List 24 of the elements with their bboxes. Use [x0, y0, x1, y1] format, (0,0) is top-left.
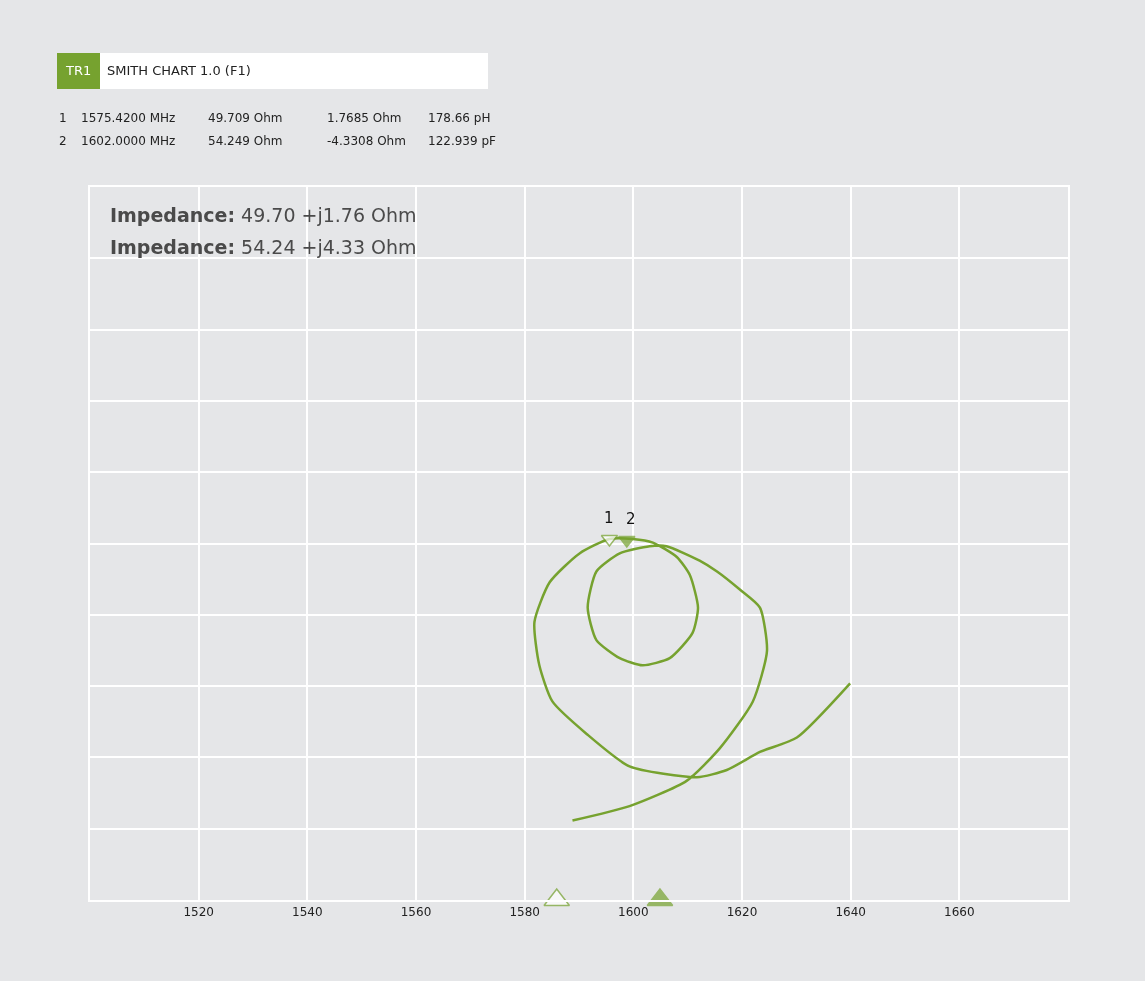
- text: 49.709 Ohm: [208, 111, 283, 125]
- x-tick-label: 1520: [183, 905, 214, 920]
- text: 1602.0000 MHz: [81, 134, 176, 148]
- text: 1: [59, 111, 67, 125]
- x-tick-label: 1540: [292, 905, 323, 920]
- text: 178.66 pH: [428, 111, 491, 125]
- x-tick-label: 1660: [944, 905, 975, 920]
- text: 122.939 pF: [428, 134, 497, 148]
- x-tick-label: 1580: [509, 905, 540, 920]
- x-tick-label: 1620: [726, 905, 758, 920]
- x-tick-label: 1560: [400, 905, 432, 920]
- x-tick-label: 1640: [835, 905, 866, 920]
- text: -4.3308 Ohm: [327, 134, 406, 148]
- x-tick-label: 1600: [618, 905, 649, 920]
- text: Impedance: 54.24 +j4.33 Ohm: [110, 236, 417, 258]
- text: 1575.4200 MHz: [81, 111, 176, 125]
- text: 1: [604, 509, 614, 527]
- text: Impedance: 49.70 +j1.76 Ohm: [110, 204, 417, 226]
- text: 54.249 Ohm: [208, 134, 283, 148]
- text: TR1: [65, 63, 92, 78]
- text: 2: [59, 134, 67, 148]
- text: 1.7685 Ohm: [327, 111, 402, 125]
- chart-title: SMITH CHART 1.0 (F1): [107, 63, 251, 78]
- text: 2: [626, 510, 636, 528]
